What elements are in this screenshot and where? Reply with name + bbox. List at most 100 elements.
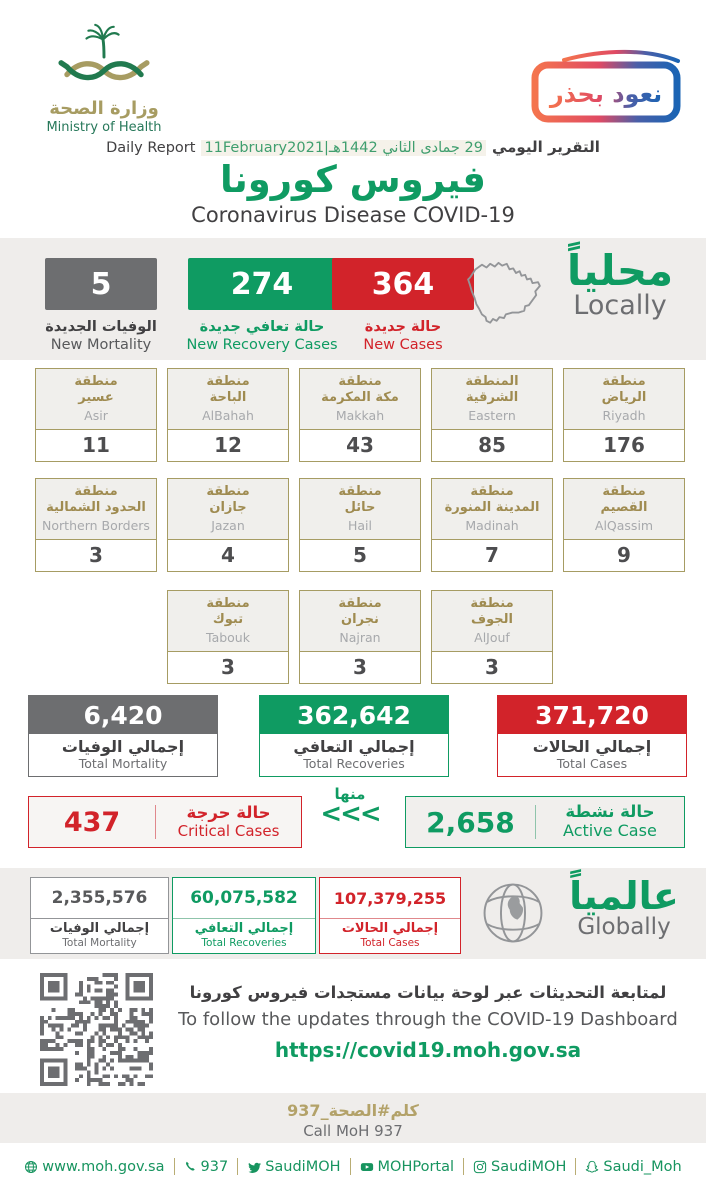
critical-active-row: 437 حالة حرجة Critical Cases منها <<< 2,… [0, 785, 706, 858]
region-case-count: 85 [478, 433, 506, 457]
region-box: منطقة الرياض Riyadh 176 [563, 368, 685, 462]
youtube-link[interactable]: MOHPortal [360, 1159, 454, 1175]
region-name-english: Northern Borders [42, 517, 150, 533]
region-box: منطقة مكة المكرمة Makkah 43 [299, 368, 421, 462]
region-box: منطقة الجوف AlJouf 3 [431, 590, 553, 684]
youtube-icon [360, 1162, 373, 1171]
report-date: 29 جمادى الثاني 1442هـ|11February2021 [201, 140, 486, 156]
region-name-arabic: منطقة مكة المكرمة [321, 374, 399, 406]
region-case-count: 11 [82, 433, 110, 457]
global-cases-box: 107,379,255 إجمالي الحالات Total Cases [319, 877, 461, 955]
region-box: المنطقة الشرقية Eastern 85 [431, 368, 553, 462]
global-cases-value: 107,379,255 [320, 878, 460, 919]
website-link[interactable]: www.moh.gov.sa [24, 1159, 165, 1175]
footer-links: www.moh.gov.sa 937 SaudiMOH MOHPortal [0, 1158, 706, 1175]
active-cases-box: 2,658 حالة نشطة Active Case [405, 796, 685, 848]
new-cases-labels: حالة جديدة New Cases [363, 319, 443, 354]
total-mortality-value: 6,420 [29, 696, 217, 734]
region-name-english: Riyadh [602, 407, 646, 423]
new-mortality-value: 5 [45, 258, 157, 310]
region-name-arabic: منطقة الحدود الشمالية [46, 484, 146, 516]
active-cases-value: 2,658 [426, 805, 515, 839]
region-name-english: Asir [84, 407, 108, 423]
region-name-arabic: منطقة القصيم [600, 484, 648, 516]
region-name-arabic: منطقة نجران [338, 596, 382, 628]
active-cases-labels: حالة نشطة Active Case [563, 802, 657, 841]
region-header: منطقة المدينة المنورة Madinah [432, 479, 552, 540]
region-case-count: 7 [485, 543, 499, 567]
phone-link[interactable]: 937 [184, 1159, 228, 1175]
of-which-arrows: منها <<< [300, 785, 400, 827]
moh-logo: وزارة الصحة Ministry of Health [24, 20, 184, 135]
daily-report-label-ar: التقرير اليومي [491, 138, 600, 156]
region-name-english: Hail [347, 517, 372, 533]
globally-heading: عالمياً Globally [569, 874, 679, 940]
region-name-english: Madinah [465, 517, 519, 533]
region-name-english: Najran [339, 629, 381, 645]
region-name-english: Makkah [335, 407, 385, 423]
ministry-name-arabic: وزارة الصحة [49, 98, 159, 119]
region-header: المنطقة الشرقية Eastern [432, 369, 552, 430]
qr-code [40, 973, 153, 1086]
critical-cases-labels: حالة حرجة Critical Cases [177, 802, 280, 840]
region-header: منطقة القصيم AlQassim [564, 479, 684, 540]
region-box: منطقة الحدود الشمالية Northern Borders 3 [35, 478, 157, 572]
region-name-arabic: منطقة حائل [338, 484, 382, 516]
region-name-english: AlJouf [474, 629, 510, 645]
call-moh-section: كلم#الصحة_937 Call MoH 937 [0, 1093, 706, 1143]
report-date-line: Daily Report 29 جمادى الثاني 1442هـ|11Fe… [0, 138, 706, 156]
dashboard-url-link[interactable]: https://covid19.moh.gov.sa [274, 1038, 582, 1062]
region-name-arabic: منطقة جازان [206, 484, 250, 516]
instagram-link[interactable]: SaudiMOH [473, 1159, 566, 1175]
region-header: منطقة حائل Hail [300, 479, 420, 540]
snapchat-link[interactable]: Saudi_Moh [585, 1159, 682, 1175]
divider [534, 805, 536, 839]
region-case-count: 3 [221, 655, 235, 679]
region-name-arabic: منطقة المدينة المنورة [444, 484, 540, 516]
region-box: منطقة المدينة المنورة Madinah 7 [431, 478, 553, 572]
region-name-english: Jazan [211, 517, 245, 533]
region-name-arabic: منطقة عسير [74, 374, 118, 406]
region-header: منطقة الحدود الشمالية Northern Borders [36, 479, 156, 540]
region-case-count: 5 [353, 543, 367, 567]
totals-row: 6,420 إجمالي الوفيات Total Mortality 362… [0, 695, 706, 778]
twitter-link[interactable]: SaudiMOH [247, 1159, 341, 1175]
region-box: منطقة تبوك Tabouk 3 [167, 590, 289, 684]
dashboard-line-arabic: لمتابعة التحديثات عبر لوحة بيانات مستجدا… [189, 983, 667, 1002]
phone-icon [185, 1161, 195, 1171]
globally-section: 2,355,576 إجمالي الوفيات Total Mortality… [0, 868, 706, 959]
region-box: منطقة الباحة AlBahah 12 [167, 368, 289, 462]
ministry-name-english: Ministry of Health [46, 120, 162, 135]
regions-row-2: منطقة الحدود الشمالية Northern Borders 3 … [35, 478, 685, 572]
badge-graphic: نعود بحذر [531, 49, 681, 123]
daily-report-label-en: Daily Report [106, 140, 196, 156]
locally-heading: محلياً Locally [566, 246, 674, 322]
total-cases-box: 371,720 إجمالي الحالات Total Cases [497, 695, 687, 778]
region-case-count: 12 [214, 433, 242, 457]
call-moh-english: Call MoH 937 [303, 1122, 403, 1140]
region-name-arabic: المنطقة الشرقية [465, 374, 519, 406]
region-case-count: 3 [353, 655, 367, 679]
total-cases-value: 371,720 [498, 696, 686, 734]
page-title-arabic: فيروس كورونا [219, 158, 487, 201]
return-with-caution-badge: نعود بحذر [530, 48, 682, 126]
total-recoveries-value: 362,642 [260, 696, 448, 734]
global-recoveries-box: 60,075,582 إجمالي التعافي Total Recoveri… [172, 877, 316, 955]
svg-text:نعود بحذر: نعود بحذر [549, 80, 662, 108]
page-title-english: Coronavirus Disease COVID-19 [191, 203, 515, 227]
snapchat-icon [586, 1160, 599, 1173]
divider [237, 1158, 239, 1175]
region-name-english: Tabouk [206, 629, 250, 645]
region-case-count: 4 [221, 543, 235, 567]
region-name-arabic: منطقة الجوف [470, 596, 514, 628]
region-case-count: 43 [346, 433, 374, 457]
region-box: منطقة جازان Jazan 4 [167, 478, 289, 572]
region-name-arabic: منطقة الباحة [206, 374, 250, 406]
locally-section: 5 الوفيات الجديدة New Mortality 274 حالة… [0, 238, 706, 360]
region-header: منطقة تبوك Tabouk [168, 591, 288, 652]
dashboard-line-english: To follow the updates through the COVID-… [178, 1009, 678, 1030]
region-header: منطقة الباحة AlBahah [168, 369, 288, 430]
region-header: منطقة مكة المكرمة Makkah [300, 369, 420, 430]
dashboard-info: لمتابعة التحديثات عبر لوحة بيانات مستجدا… [160, 983, 696, 1062]
